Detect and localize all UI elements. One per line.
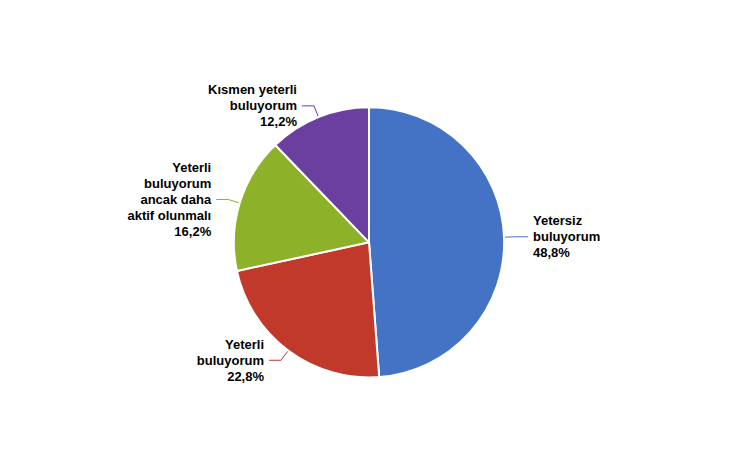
svg-text:Kısmen yeterli: Kısmen yeterli	[208, 82, 297, 97]
svg-text:buluyorum: buluyorum	[533, 229, 600, 244]
svg-text:12,2%: 12,2%	[260, 114, 297, 129]
svg-text:Yeterli: Yeterli	[225, 337, 264, 352]
svg-text:aktif olunmalı: aktif olunmalı	[127, 208, 211, 223]
svg-text:Yeterli: Yeterli	[172, 160, 211, 175]
svg-text:buluyorum: buluyorum	[197, 353, 264, 368]
svg-text:Yetersiz: Yetersiz	[533, 213, 583, 228]
svg-text:buluyorum: buluyorum	[144, 176, 211, 191]
svg-text:buluyorum: buluyorum	[230, 98, 297, 113]
svg-text:48,8%: 48,8%	[533, 245, 570, 260]
svg-text:ancak daha: ancak daha	[140, 192, 212, 207]
svg-text:16,2%: 16,2%	[174, 224, 211, 239]
svg-text:22,8%: 22,8%	[227, 369, 264, 384]
